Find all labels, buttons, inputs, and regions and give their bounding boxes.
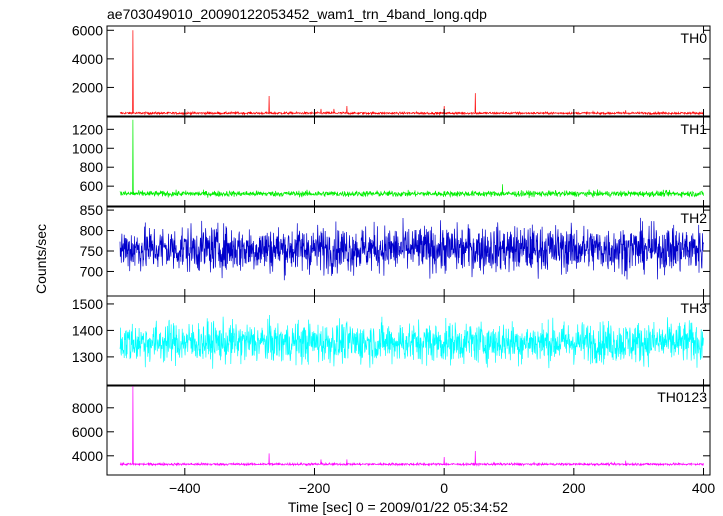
series-line-th0123 [119,386,704,467]
panel-label-th0123: TH0123 [657,389,707,405]
x-tick-label: −200 [299,480,331,496]
y-tick-label: 4000 [72,51,103,67]
y-tick-label: 1400 [72,322,103,338]
y-tick-label: 800 [80,223,104,239]
panel-frame-th0123 [106,384,711,476]
panel-label-th1: TH1 [681,121,708,137]
y-tick-label: 750 [80,243,104,259]
series-line-th1 [119,119,704,199]
y-tick-label: 800 [80,159,104,175]
y-tick-label: 850 [80,202,104,218]
y-tick-label: 2000 [72,79,103,95]
y-tick-label: 1200 [72,121,103,137]
y-tick-label: 600 [80,178,104,194]
chart-title: ae703049010_20090122053452_wam1_trn_4ban… [107,6,487,22]
series-line-th2 [119,217,704,281]
y-tick-label: 1300 [72,349,103,365]
panel-label-th0: TH0 [681,30,708,46]
y-tick-label: 6000 [72,22,103,38]
panel-frame-th1 [106,116,711,208]
x-tick-label: 0 [440,480,448,496]
y-tick-label: 8000 [72,400,103,416]
y-tick-label: 4000 [72,448,103,464]
x-axis-label: Time [sec] 0 = 2009/01/22 05:34:52 [288,499,508,515]
panel-label-th2: TH2 [681,210,708,226]
y-tick-label: 1500 [72,296,103,312]
panel-label-th3: TH3 [681,300,708,316]
series-line-th3 [119,314,704,369]
x-tick-label: 400 [692,480,716,496]
panel-frame-th3 [106,295,711,387]
panel-frame-th0 [106,25,711,117]
y-axis-label: Counts/sec [33,224,49,294]
y-tick-label: 6000 [72,424,103,440]
y-tick-label: 1000 [72,140,103,156]
x-tick-label: −400 [169,480,201,496]
series-line-th0 [119,30,704,116]
y-tick-label: 700 [80,263,104,279]
x-tick-label: 200 [562,480,586,496]
